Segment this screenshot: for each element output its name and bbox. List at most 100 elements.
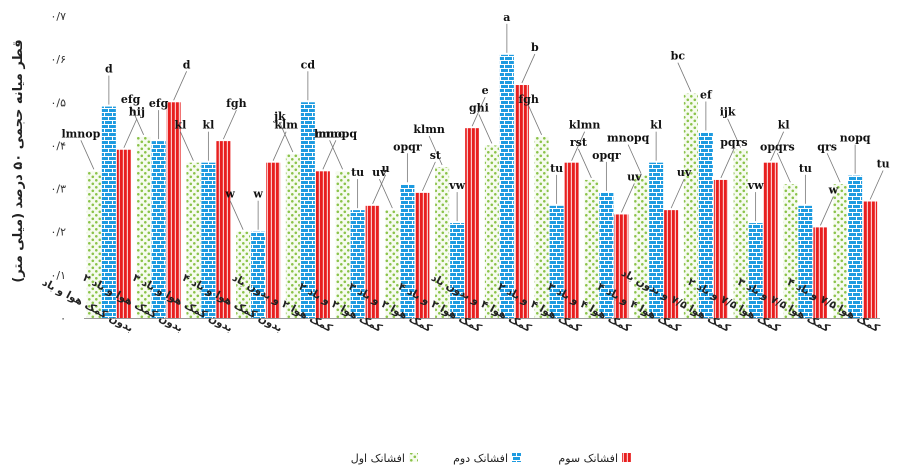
data-label: lmnop	[61, 127, 100, 140]
y-tick-label: ۰/۵	[50, 96, 66, 109]
y-tick-label: ۰/۳	[50, 183, 66, 196]
legend-label: افشانک دوم	[453, 452, 508, 465]
data-label: kl	[778, 119, 790, 132]
data-label: fgh	[518, 93, 538, 106]
series-1-bar	[584, 179, 599, 318]
y-tick-label: ۰	[60, 312, 66, 325]
y-tick-label: ۰/۱	[50, 269, 66, 282]
series-2-bar	[549, 205, 564, 318]
label-leader-line	[826, 153, 841, 183]
series-1-bar	[335, 171, 350, 318]
data-label: w	[828, 183, 839, 196]
data-label: hij	[129, 106, 145, 119]
series-1-bar	[484, 145, 499, 318]
data-label: tu	[550, 162, 563, 175]
data-label: lmno	[314, 127, 345, 140]
data-label: klm	[274, 119, 298, 132]
series-1-bar	[534, 136, 549, 318]
series-2-bar	[350, 210, 365, 318]
series-3-bar	[614, 214, 629, 318]
series-1-bar	[86, 171, 101, 318]
data-label: tu	[799, 162, 812, 175]
series-2-bar	[300, 102, 315, 319]
data-label: a	[503, 11, 510, 24]
series-1-bar	[136, 136, 151, 318]
data-label: d	[105, 63, 113, 76]
series-3-bar	[863, 201, 878, 318]
data-label: uv	[677, 166, 692, 179]
data-label: st	[430, 149, 442, 162]
legend: افشانک اول افشانک دوم افشانک سوم	[351, 452, 631, 465]
legend-swatch	[512, 453, 521, 462]
label-leader-line	[372, 174, 386, 204]
series-1-bar	[285, 154, 300, 318]
data-label: kl	[650, 119, 662, 132]
data-label: nopq	[840, 132, 871, 145]
data-label: fgh	[226, 97, 246, 110]
series-2-bar	[450, 223, 465, 318]
data-label: d	[183, 58, 191, 71]
label-leader-line	[422, 161, 436, 192]
data-label: bc	[671, 50, 686, 63]
label-leaders	[80, 23, 884, 230]
label-leader-line	[770, 131, 784, 161]
series-1-bar	[435, 167, 450, 318]
data-label: vw	[448, 179, 465, 192]
label-leader-line	[820, 196, 834, 226]
label-leader-line	[173, 71, 187, 101]
series-1-bar	[733, 149, 748, 318]
label-leader-line	[720, 148, 735, 179]
series-3-bar	[813, 227, 828, 318]
series-2-bar	[101, 106, 116, 318]
label-leader-line	[521, 53, 536, 84]
data-label: vw	[747, 179, 764, 192]
data-label: efg	[149, 97, 169, 110]
label-leader-line	[130, 105, 144, 135]
label-leader-line	[471, 97, 486, 127]
series-3-bar	[216, 141, 231, 318]
data-label: opqr	[592, 149, 621, 162]
series-2-bar	[649, 162, 664, 318]
data-label: uv	[372, 166, 387, 179]
data-label: tu	[877, 158, 890, 171]
series-3-bar	[166, 102, 181, 319]
bars	[86, 54, 878, 319]
data-label: opqr	[393, 140, 422, 153]
label-leader-line	[379, 178, 393, 209]
data-label: w	[252, 188, 263, 201]
data-label: klmn	[569, 119, 600, 132]
series-2-bar	[201, 162, 216, 318]
y-axis-title: قطر میانه حجمی ۵۰ درصد (میلی متر)	[11, 39, 26, 282]
label-leader-line	[777, 153, 791, 183]
series-3-bar	[664, 210, 679, 318]
series-1-bar	[833, 184, 848, 318]
label-leader-line	[869, 170, 884, 200]
data-label: mnopq	[607, 132, 650, 145]
label-leader-line	[528, 105, 542, 135]
series-2-bar	[151, 141, 166, 318]
data-label: b	[531, 41, 539, 54]
data-label: efg	[121, 93, 141, 106]
series-2-bar	[251, 231, 266, 318]
series-3-bar	[365, 205, 380, 318]
legend-label: افشانک اول	[351, 452, 405, 465]
y-tick-label: ۰/۷	[50, 10, 66, 23]
y-tick-label: ۰/۲	[50, 226, 66, 239]
data-label: tu	[351, 166, 364, 179]
data-label: kl	[174, 119, 186, 132]
legend-label: افشانک سوم	[558, 452, 618, 465]
label-leader-line	[727, 118, 741, 148]
label-leader-line	[80, 140, 95, 170]
data-label: e	[482, 84, 489, 97]
data-label: ef	[700, 88, 713, 101]
series-2-bar	[400, 184, 415, 318]
label-leader-line	[329, 140, 343, 170]
series-2-bar	[798, 205, 813, 318]
data-label: ijk	[720, 106, 736, 119]
data-label: w	[224, 188, 235, 201]
series-3-bar	[116, 149, 131, 318]
series-1-bar	[385, 210, 400, 318]
series-2-bar	[599, 192, 614, 318]
label-leader-line	[279, 122, 294, 153]
